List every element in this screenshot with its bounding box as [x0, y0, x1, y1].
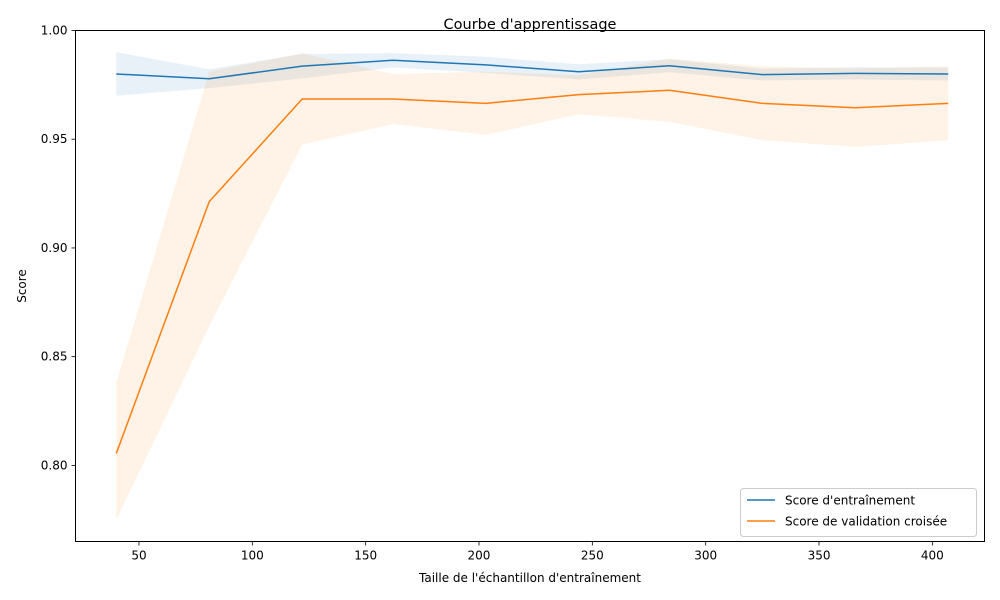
- band-validation: [116, 53, 949, 520]
- line-validation: [115, 89, 949, 454]
- band-training: [116, 52, 949, 96]
- y-tick-label: 0.95: [41, 132, 68, 146]
- legend-label-validation: Score de validation croisée: [785, 515, 947, 529]
- x-tick-label: 400: [921, 549, 944, 563]
- x-tick-label: 200: [468, 549, 491, 563]
- legend-label-training: Score d'entraînement: [785, 494, 915, 508]
- y-tick-label: 0.85: [41, 350, 68, 364]
- y-axis-label: Score: [15, 269, 29, 303]
- x-tick-label: 50: [131, 549, 146, 563]
- series-lines: [115, 59, 949, 454]
- x-tick-label: 100: [241, 549, 264, 563]
- x-axis-label: Taille de l'échantillon d'entraînement: [418, 571, 641, 585]
- x-tick-label: 150: [354, 549, 377, 563]
- line-training: [116, 59, 949, 80]
- x-tick-label: 300: [694, 549, 717, 563]
- chart-title: Courbe d'apprentissage: [444, 17, 617, 33]
- x-tick-label: 250: [581, 549, 604, 563]
- y-axis-ticks: 0.80 0.85 0.90 0.95 1.00: [41, 24, 76, 472]
- legend-box: [740, 488, 977, 537]
- x-tick-label: 350: [808, 549, 831, 563]
- legend: Score d'entraînement Score de validation…: [740, 488, 977, 537]
- x-axis-ticks: 50 100 150 200 250 300 350 400: [131, 541, 944, 563]
- y-tick-label: 0.80: [41, 458, 68, 472]
- plot-frame: [75, 30, 985, 542]
- y-tick-label: 0.90: [41, 241, 68, 255]
- y-tick-label: 1.00: [41, 24, 68, 38]
- confidence-bands: [116, 52, 949, 520]
